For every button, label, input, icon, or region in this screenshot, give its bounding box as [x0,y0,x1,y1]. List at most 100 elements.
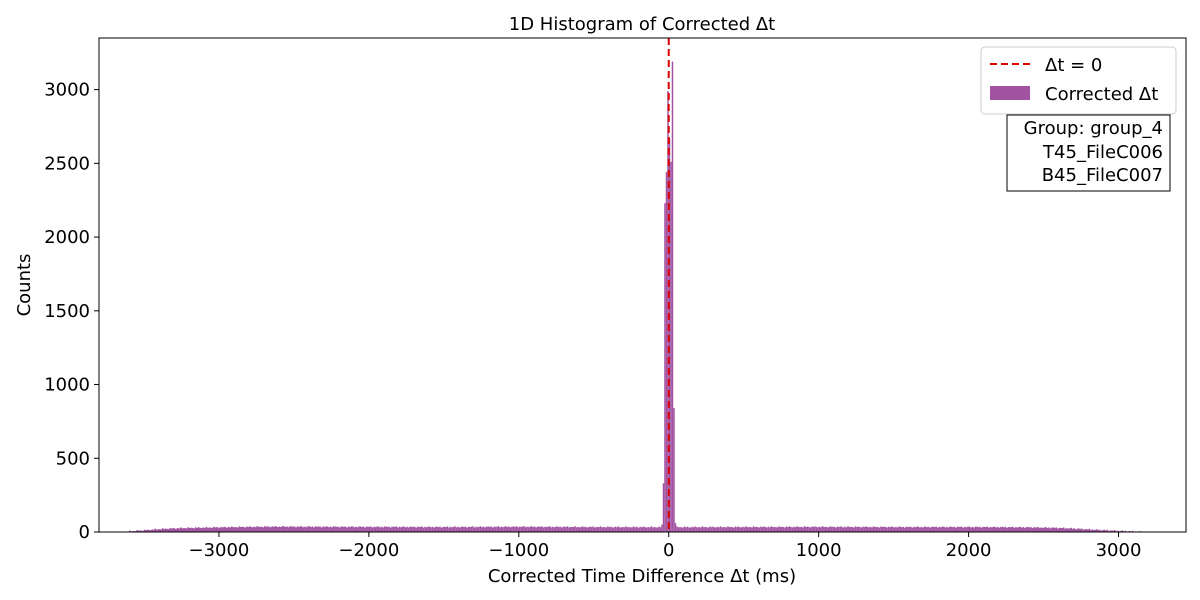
histogram-bar [895,526,897,532]
histogram-bar [307,526,309,532]
histogram-bar [985,526,987,532]
histogram-bar [410,526,413,532]
histogram-bar [473,527,476,532]
histogram-bar [583,527,585,532]
histogram-bar [931,526,933,532]
histogram-bar [874,526,876,532]
histogram-bar [755,526,758,532]
histogram-bar [625,526,627,532]
histogram-bar [383,526,386,532]
histogram-bar [901,527,903,532]
histogram-bar [833,526,836,532]
histogram-bar [674,523,677,532]
histogram-bar [872,526,875,532]
histogram-bar [488,526,491,532]
histogram-bar [731,527,734,532]
histogram-bar [512,526,515,532]
histogram-bar [596,527,599,532]
histogram-bar [449,526,452,532]
histogram-bar [265,526,267,532]
histogram-bar [446,526,449,532]
histogram-bar [253,526,255,532]
histogram-bar [785,526,788,532]
histogram-bar [491,527,494,532]
histogram-bar [1073,528,1076,532]
histogram-bar [218,527,221,532]
histogram-bar [998,527,1001,532]
histogram-bar [379,527,381,532]
histogram-bar [539,526,542,532]
histogram-bar [451,527,453,532]
histogram-bar [241,526,243,532]
histogram-bar [310,526,312,532]
histogram-bar [808,526,810,532]
histogram-bar [748,527,750,532]
histogram-bar [173,528,176,532]
histogram-bar [302,527,305,532]
histogram-bar [649,527,651,532]
histogram-bar [1103,529,1106,532]
histogram-bar [1004,526,1007,532]
histogram-bar [1028,527,1031,532]
y-axis: 0 500 1000 1500 2000 2500 3000 [44,80,99,543]
histogram-bar [211,527,213,532]
histogram-bar [739,527,741,532]
histogram-bar [667,91,669,532]
histogram-bar [256,526,258,532]
histogram-bar [380,526,383,532]
histogram-bar [790,526,792,532]
histogram-bar [1000,526,1002,532]
histogram-bar [692,527,695,532]
histogram-bar [415,527,417,532]
histogram-bar [400,527,402,532]
histogram-bar [892,526,894,532]
histogram-bar [1009,527,1011,532]
histogram-bar [740,527,743,532]
histogram-bar [206,527,209,532]
histogram-bar [641,527,644,532]
histogram-bar [617,526,620,532]
histogram-bar [778,526,780,532]
histogram-bar [482,526,485,532]
histogram-bar [947,527,950,532]
histogram-bar [182,528,185,532]
annotation-line: T45_FileC006 [1042,142,1163,163]
histogram-bar [1085,529,1088,532]
histogram-bar [970,527,972,532]
histogram-bar [622,527,624,532]
histogram-bar [368,526,371,532]
histogram-bar [791,527,794,532]
histogram-bar [392,526,395,532]
histogram-bar [1082,529,1085,532]
histogram-bar [193,528,195,532]
histogram-bar [814,526,816,532]
histogram-bar [1045,527,1047,532]
histogram-bar [757,527,759,532]
histogram-bar [880,526,882,532]
histogram-bar [388,526,390,532]
histogram-bar [493,526,495,532]
histogram-bar [1069,528,1071,532]
x-tick-label: −3000 [188,540,249,561]
histogram-bar [169,528,171,532]
histogram-bar [331,527,333,532]
histogram-bar [941,526,944,532]
histogram-bar [989,526,992,532]
histogram-bar [572,526,575,532]
histogram-bar [1048,527,1050,532]
histogram-bar [128,530,131,532]
histogram-bar [700,527,702,532]
histogram-bar [557,527,560,532]
histogram-bar [251,527,254,532]
histogram-bar [761,527,764,532]
histogram-bar [209,527,212,532]
histogram-bar [181,528,183,532]
histogram-bar [566,526,569,532]
histogram-bar [772,526,774,532]
histogram-bar [820,527,822,532]
histogram-bar [536,526,539,532]
histogram-bar [308,526,311,532]
histogram-bar [1129,530,1131,532]
histogram-bar [362,526,365,532]
histogram-bar [281,525,284,532]
